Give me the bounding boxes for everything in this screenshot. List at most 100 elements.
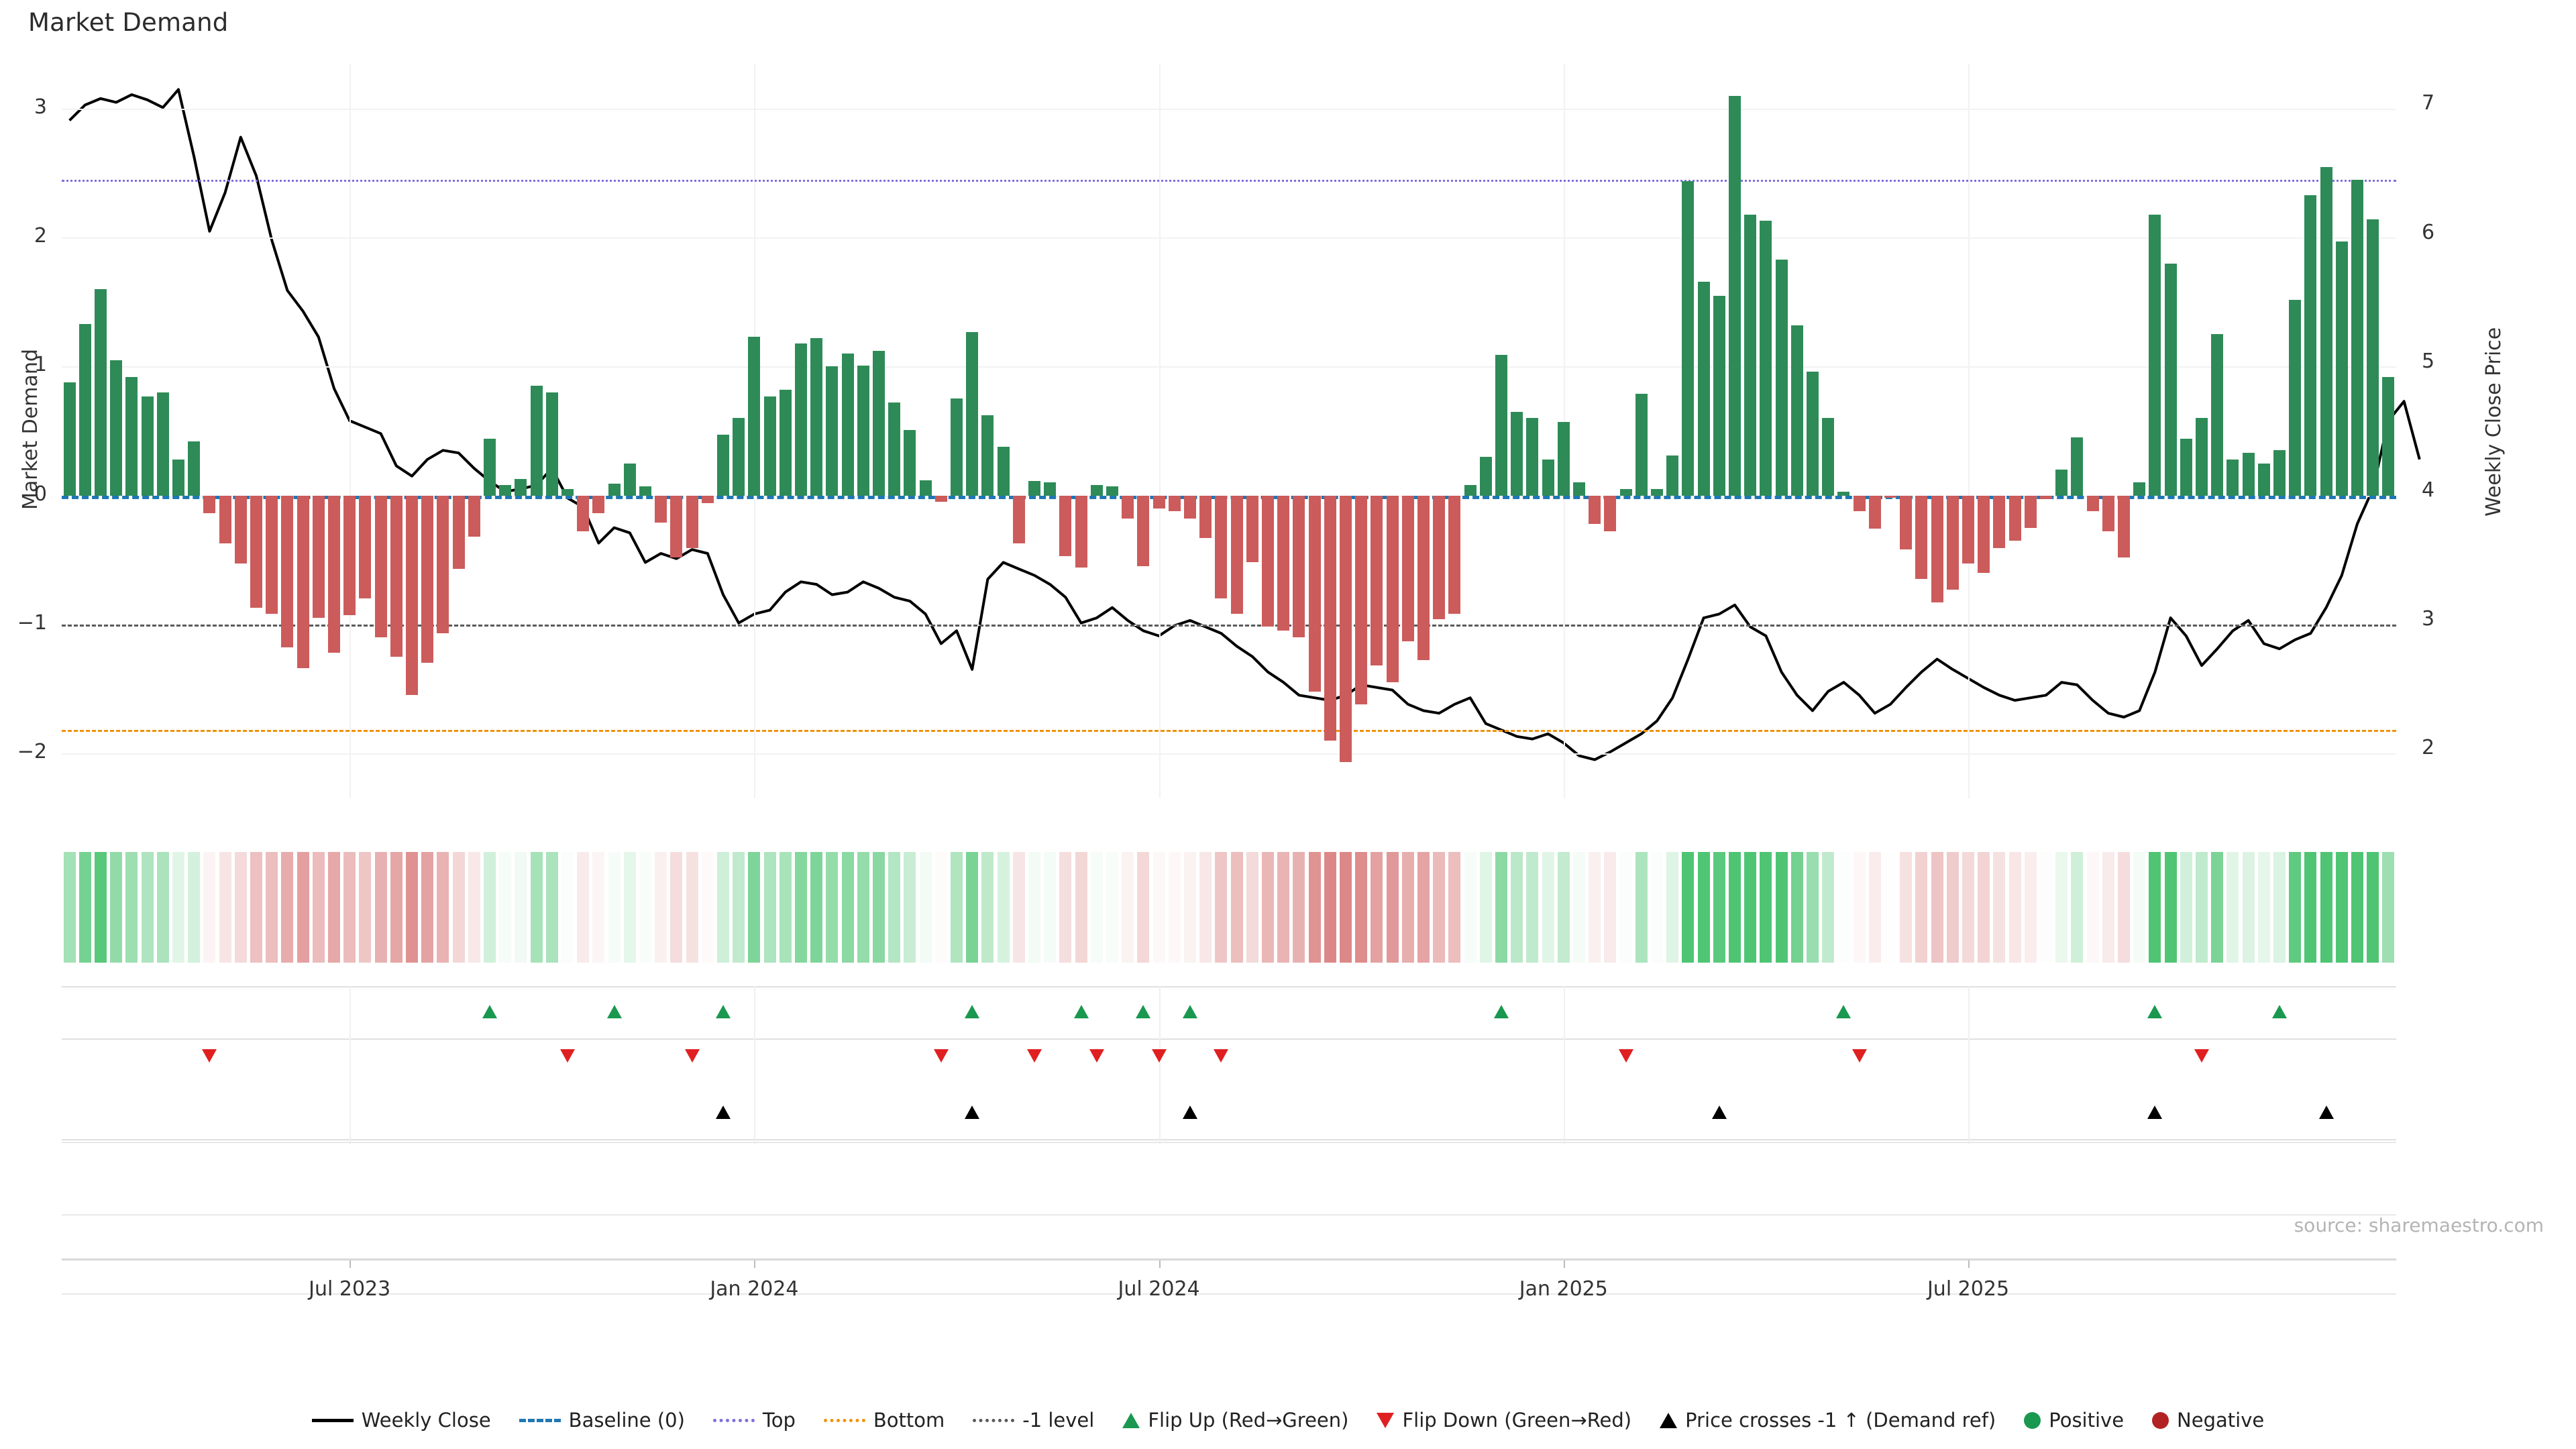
flip-down-marker	[202, 1049, 217, 1063]
heat-cell-positive	[2257, 852, 2270, 963]
demand-bar-positive	[78, 324, 91, 496]
flip-down-marker	[2194, 1049, 2209, 1063]
legend-item[interactable]: Bottom	[823, 1409, 945, 1432]
legend-item[interactable]: Flip Up (Red→Green)	[1122, 1409, 1348, 1432]
demand-bar-negative	[1262, 495, 1274, 627]
x-tick-mark	[1563, 1258, 1565, 1268]
demand-bar-negative	[1853, 495, 1866, 511]
demand-bar-negative	[934, 495, 947, 502]
demand-bar-positive	[1028, 481, 1040, 496]
x-axis-line	[62, 1258, 2396, 1260]
demand-bar-positive	[499, 485, 512, 496]
demand-bar-positive	[1837, 491, 1850, 496]
gridline	[62, 753, 2396, 755]
heat-cell-positive	[608, 852, 621, 963]
demand-bar-negative	[468, 495, 480, 537]
legend-swatch-line-black	[311, 1418, 354, 1422]
legend-item[interactable]: Price crosses -1 ↑ (Demand ref)	[1660, 1409, 1996, 1432]
demand-bar-negative	[359, 495, 372, 599]
demand-bar-positive	[545, 392, 558, 496]
demand-bar-negative	[1371, 495, 1383, 666]
heat-cell-negative	[1308, 852, 1321, 963]
heat-cell-negative	[1931, 852, 1943, 963]
legend-item[interactable]: Negative	[2152, 1409, 2264, 1432]
price-cross-marker	[716, 1106, 731, 1119]
demand-bar-positive	[981, 415, 994, 496]
demand-bar-positive	[2289, 299, 2302, 496]
demand-bar-positive	[2320, 166, 2332, 496]
heat-cell-negative	[297, 852, 309, 963]
heat-cell-positive	[810, 852, 823, 963]
heat-cell-positive	[2289, 852, 2302, 963]
lower-blank-panel	[62, 1140, 2396, 1295]
weekly-close-line-layer	[68, 88, 2421, 761]
demand-bar-positive	[95, 289, 107, 496]
page-title: Market Demand	[28, 8, 229, 37]
legend-label: Flip Up (Red→Green)	[1148, 1409, 1349, 1432]
heat-cell-positive	[826, 852, 839, 963]
demand-bar-negative	[328, 495, 340, 653]
heat-cell-negative	[374, 852, 387, 963]
heat-cell-negative	[1962, 852, 1974, 963]
heat-cell-positive	[733, 852, 745, 963]
heat-cell-negative	[1168, 852, 1181, 963]
heat-cell-positive	[1807, 852, 1819, 963]
demand-bar-negative	[1931, 495, 1943, 602]
heat-cell-positive	[2149, 852, 2161, 963]
legend-swatch-circle-red	[2152, 1411, 2169, 1429]
flip-down-marker	[560, 1049, 575, 1063]
x-axis-tick-label: Jul 2024	[1118, 1277, 1200, 1301]
legend-swatch-dot-orange	[823, 1418, 865, 1422]
heat-cell-negative	[1293, 852, 1305, 963]
heat-cell-positive	[763, 852, 776, 963]
flip-up-marker	[1136, 1005, 1151, 1018]
heat-cell-positive	[110, 852, 123, 963]
heat-cell-positive	[997, 852, 1010, 963]
legend-item[interactable]: -1 level	[973, 1409, 1094, 1432]
demand-bar-negative	[1915, 495, 1928, 580]
marker-vertical-gridline	[350, 986, 352, 1144]
demand-bar-negative	[1246, 495, 1258, 563]
demand-bar-negative	[2102, 495, 2114, 532]
demand-bar-negative	[701, 495, 714, 504]
marker-vertical-gridline	[1968, 986, 1970, 1144]
x-tick-mark	[1159, 1258, 1161, 1268]
demand-bar-positive	[2226, 459, 2239, 496]
demand-bar-positive	[2273, 450, 2286, 496]
legend-item[interactable]: Positive	[2024, 1409, 2124, 1432]
flip-up-marker	[1073, 1005, 1089, 1018]
demand-bar-positive	[172, 459, 184, 496]
demand-bar-positive	[1090, 485, 1103, 496]
legend-item[interactable]: Top	[712, 1409, 796, 1432]
legend-item[interactable]: Flip Down (Green→Red)	[1377, 1409, 1631, 1432]
source-attribution: source: sharemaestro.com	[2294, 1214, 2544, 1236]
flip-up-marker	[482, 1005, 497, 1018]
price-cross-marker	[965, 1106, 980, 1119]
heat-cell-positive	[1044, 852, 1057, 963]
demand-bar-positive	[2335, 241, 2348, 496]
heat-cell-positive	[2226, 852, 2239, 963]
heat-cell-negative	[1246, 852, 1258, 963]
heat-cell-positive	[63, 852, 76, 963]
legend-label: Flip Down (Green→Red)	[1402, 1409, 1632, 1432]
marker-vertical-gridline	[1159, 986, 1161, 1144]
marker-vertical-gridline	[1563, 986, 1565, 1144]
demand-bar-positive	[2242, 453, 2255, 496]
right-axis-label: Weekly Close Price	[2482, 327, 2506, 517]
x-tick-mark	[754, 1258, 756, 1268]
heat-cell-negative	[1386, 852, 1399, 963]
demand-bar-negative	[1152, 495, 1165, 508]
legend-item[interactable]: Baseline (0)	[519, 1409, 685, 1432]
heat-cell-positive	[2304, 852, 2317, 963]
legend-item[interactable]: Weekly Close	[311, 1409, 491, 1432]
heat-cell-positive	[1028, 852, 1040, 963]
demand-bar-negative	[1122, 495, 1134, 519]
demand-bar-negative	[1900, 495, 1913, 550]
demand-bar-positive	[530, 386, 543, 496]
right-axis-tick: 4	[2422, 478, 2435, 502]
demand-bar-negative	[1293, 495, 1305, 637]
demand-bar-negative	[390, 495, 402, 657]
demand-bar-negative	[1946, 495, 1959, 590]
heat-cell-positive	[125, 852, 138, 963]
flip-up-marker	[606, 1005, 622, 1018]
